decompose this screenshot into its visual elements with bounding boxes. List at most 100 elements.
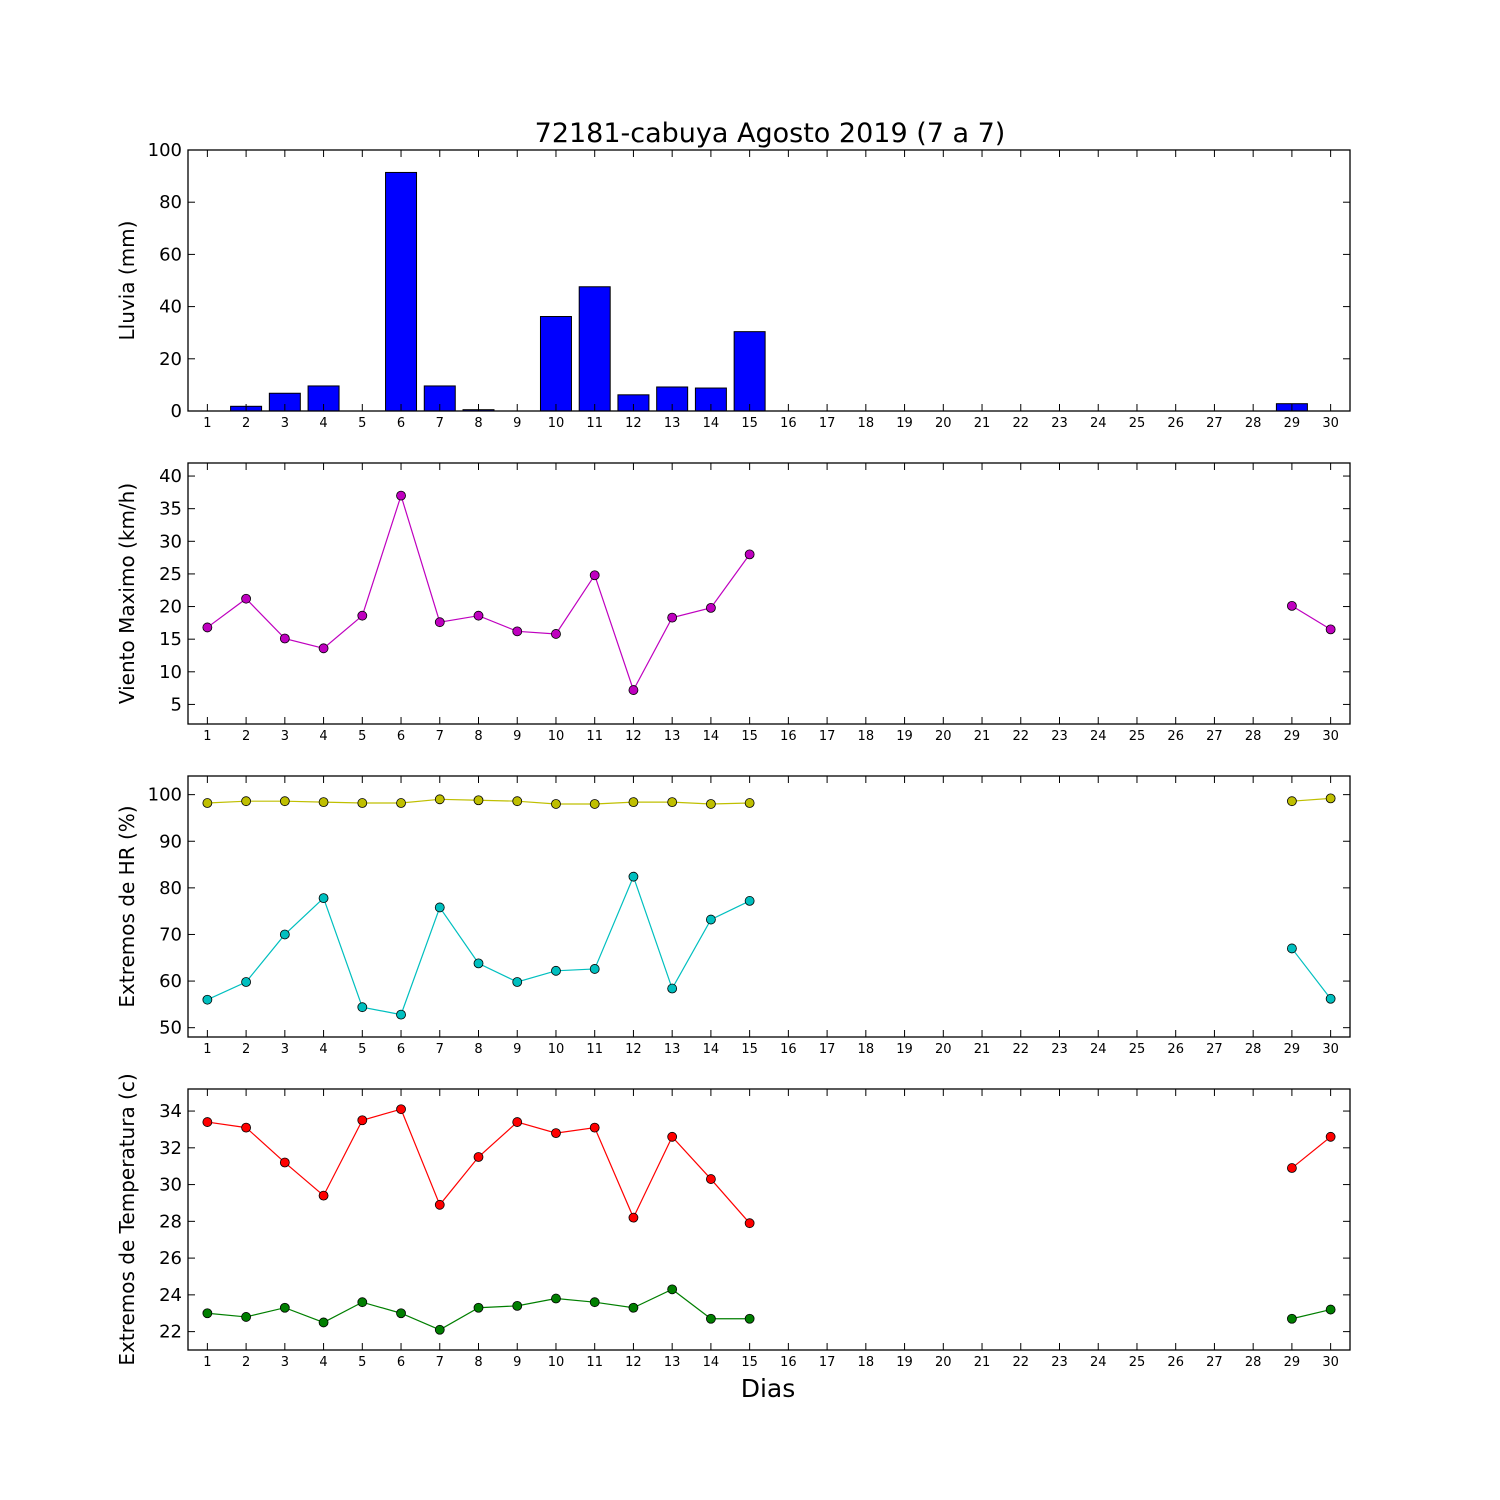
humidity-series-0-point-day-8 xyxy=(473,795,484,806)
humidity-series-0-point-day-14 xyxy=(706,799,716,809)
humidity-series-0-point-day-13 xyxy=(667,797,678,807)
rainfall-ytick-label: 80 xyxy=(159,192,182,213)
max-wind-xtick-label: 10 xyxy=(548,729,565,744)
temperature-ytick-label: 26 xyxy=(159,1248,182,1269)
rainfall-ytick-label: 60 xyxy=(159,244,182,265)
temperature-xtick-label: 11 xyxy=(586,1355,603,1370)
humidity-series-0-point-day-6 xyxy=(396,798,406,808)
humidity-series-0-point-day-5 xyxy=(357,798,368,808)
humidity-xtick-label: 19 xyxy=(896,1042,913,1057)
humidity-series-1-point-day-5 xyxy=(357,1002,368,1013)
max-wind-xtick-label: 19 xyxy=(896,729,913,744)
rainfall-bar-day-15 xyxy=(733,331,766,412)
max-wind-xtick-label: 27 xyxy=(1206,729,1223,744)
max-wind-xtick-label: 21 xyxy=(974,729,991,744)
temperature-series-1-point-day-14 xyxy=(706,1313,716,1324)
humidity-xtick-label: 13 xyxy=(664,1042,681,1057)
max-wind-xtick-label: 8 xyxy=(474,729,482,744)
humidity-ytick-label: 90 xyxy=(159,831,182,852)
max-wind-xtick-label: 12 xyxy=(625,729,642,744)
humidity-xtick-label: 21 xyxy=(974,1042,991,1057)
temperature-series-1-point-day-6 xyxy=(396,1308,406,1319)
chart-title: 72181-cabuya Agosto 2019 (7 a 7) xyxy=(535,118,1006,149)
humidity-series-0-point-day-4 xyxy=(318,797,329,807)
max-wind-series-0-point-day-4 xyxy=(318,643,329,654)
max-wind-series-0-point-day-13 xyxy=(667,612,678,623)
max-wind-series-0-point-day-7 xyxy=(434,617,445,628)
rainfall-xtick-label: 2 xyxy=(242,416,250,431)
temperature-xtick-label: 26 xyxy=(1167,1355,1184,1370)
rainfall-xtick-label: 22 xyxy=(1012,416,1029,431)
max-wind-series-0-point-day-15 xyxy=(744,549,755,560)
max-wind-xtick-label: 29 xyxy=(1284,729,1301,744)
rainfall-xtick-label: 26 xyxy=(1167,416,1184,431)
rainfall-xtick-label: 6 xyxy=(397,416,405,431)
rainfall-xtick-label: 11 xyxy=(586,416,603,431)
temperature-xtick-label: 21 xyxy=(974,1355,991,1370)
max-wind-series-0-point-day-5 xyxy=(357,610,368,621)
max-wind-ytick-label: 5 xyxy=(171,694,182,715)
humidity-xtick-label: 29 xyxy=(1284,1042,1301,1057)
max-wind-xtick-label: 2 xyxy=(242,729,250,744)
humidity-series-1-point-day-12 xyxy=(628,871,639,882)
max-wind-series-0-point-day-6 xyxy=(396,490,406,501)
humidity-series-1-line xyxy=(1291,948,1332,1000)
max-wind-series-0-point-day-14 xyxy=(706,602,716,613)
temperature-xtick-label: 5 xyxy=(358,1355,366,1370)
humidity-xtick-label: 23 xyxy=(1051,1042,1068,1057)
humidity-series-1-point-day-30 xyxy=(1325,993,1336,1004)
max-wind-xtick-label: 7 xyxy=(436,729,444,744)
temperature-series-1-point-day-2 xyxy=(241,1312,252,1322)
temperature-xtick-label: 17 xyxy=(819,1355,836,1370)
rainfall-xtick-label: 10 xyxy=(548,416,565,431)
temperature-xtick-label: 3 xyxy=(281,1355,289,1370)
max-wind-ytick-label: 10 xyxy=(159,662,182,683)
humidity-xtick-label: 11 xyxy=(586,1042,603,1057)
max-wind-ytick-label: 20 xyxy=(159,597,182,618)
humidity-xtick-label: 4 xyxy=(319,1042,327,1057)
rainfall-xtick-label: 25 xyxy=(1129,416,1146,431)
max-wind-plot-frame xyxy=(187,462,1351,725)
temperature-series-0-point-day-12 xyxy=(628,1212,639,1223)
temperature-xtick-label: 13 xyxy=(664,1355,681,1370)
temperature-xtick-label: 16 xyxy=(780,1355,797,1370)
humidity-ytick-label: 80 xyxy=(159,878,182,899)
rainfall-ytick-label: 100 xyxy=(148,140,182,161)
max-wind-xtick-label: 9 xyxy=(513,729,521,744)
max-wind-series-0-point-day-29 xyxy=(1287,600,1297,611)
rainfall-xtick-label: 4 xyxy=(319,416,327,431)
humidity-xtick-label: 15 xyxy=(741,1042,758,1057)
max-wind-series-0-point-day-30 xyxy=(1325,624,1336,635)
rainfall-xtick-label: 19 xyxy=(896,416,913,431)
temperature-xtick-label: 25 xyxy=(1129,1355,1146,1370)
max-wind-xtick-label: 30 xyxy=(1322,729,1339,744)
temperature-xtick-label: 1 xyxy=(203,1355,211,1370)
temperature-series-0-point-day-10 xyxy=(551,1128,561,1139)
temperature-xtick-label: 18 xyxy=(858,1355,875,1370)
temperature-xtick-label: 10 xyxy=(548,1355,565,1370)
rainfall-xtick-label: 30 xyxy=(1322,416,1339,431)
humidity-series-0-point-day-11 xyxy=(589,799,600,809)
humidity-series-1-point-day-4 xyxy=(318,893,329,904)
max-wind-series-0-point-day-11 xyxy=(589,570,600,581)
temperature-series-1-point-day-30 xyxy=(1325,1304,1336,1315)
humidity-plot-frame xyxy=(187,775,1351,1038)
rainfall-xtick-label: 23 xyxy=(1051,416,1068,431)
humidity-xtick-label: 5 xyxy=(358,1042,366,1057)
humidity-xtick-label: 27 xyxy=(1206,1042,1223,1057)
temperature-ytick-label: 24 xyxy=(159,1285,182,1306)
humidity-xtick-label: 10 xyxy=(548,1042,565,1057)
humidity-series-1-point-day-2 xyxy=(241,977,252,987)
humidity-series-1-point-day-3 xyxy=(279,929,290,940)
temperature-ytick-label: 30 xyxy=(159,1175,182,1196)
rainfall-xtick-label: 28 xyxy=(1245,416,1262,431)
humidity-xtick-label: 20 xyxy=(935,1042,952,1057)
rainfall-xtick-label: 13 xyxy=(664,416,681,431)
temperature-series-0-point-day-9 xyxy=(512,1117,523,1127)
rainfall-ytick-label: 20 xyxy=(159,349,182,370)
humidity-series-0-point-day-1 xyxy=(202,798,213,808)
rainfall-xtick-label: 16 xyxy=(780,416,797,431)
